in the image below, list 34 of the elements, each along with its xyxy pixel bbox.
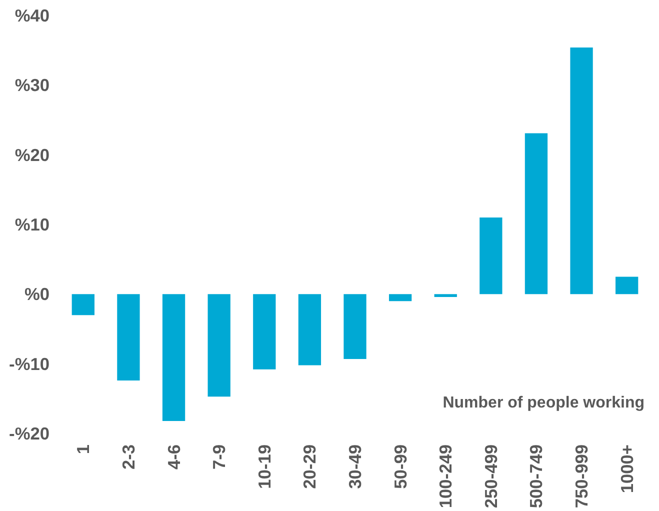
- y-tick-label: -%20: [9, 424, 50, 444]
- bar: [253, 294, 276, 370]
- x-axis-title: Number of people working: [442, 394, 645, 412]
- x-tick-label: 1000+: [616, 444, 637, 494]
- x-tick-label: 100-249: [436, 444, 456, 508]
- y-tick-label: -%10: [9, 354, 50, 374]
- bar: [117, 294, 140, 381]
- bar: [388, 294, 412, 302]
- bar: [434, 294, 457, 297]
- bar: [298, 294, 322, 366]
- x-tick-label: 50-99: [390, 444, 410, 489]
- bar: [524, 133, 548, 294]
- bar: [570, 48, 593, 294]
- y-tick-label: %0: [24, 284, 50, 304]
- x-tick-label: 500-749: [526, 444, 546, 508]
- x-tick-label: 1: [73, 444, 94, 454]
- bar: [162, 294, 186, 421]
- x-tick-label: 750-999: [572, 444, 592, 508]
- x-tick-label: 7-9: [209, 444, 230, 470]
- x-tick-label: 4-6: [164, 444, 184, 470]
- bar: [208, 294, 230, 397]
- bar: [616, 276, 638, 294]
- x-tick-label: 30-49: [345, 444, 365, 489]
- y-tick-label: %10: [14, 214, 50, 234]
- bar: [480, 218, 502, 294]
- bar: [344, 294, 366, 359]
- y-tick-label: %20: [14, 144, 50, 165]
- x-tick-label: 20-29: [300, 444, 320, 489]
- x-tick-label: 250-499: [480, 444, 501, 508]
- x-tick-label: 2-3: [118, 444, 138, 470]
- x-tick-label: 10-19: [254, 444, 274, 489]
- y-tick-label: %40: [14, 6, 50, 26]
- y-tick-label: %30: [14, 75, 50, 96]
- bar: [72, 294, 94, 316]
